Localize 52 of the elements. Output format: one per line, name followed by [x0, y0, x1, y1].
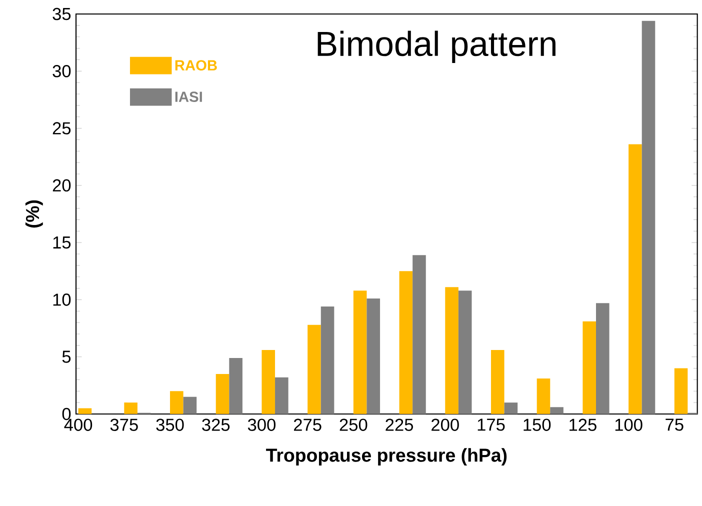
x-tick-label: 150 — [524, 418, 551, 431]
bar — [399, 271, 413, 414]
x-tick-label: 225 — [386, 418, 414, 431]
x-tick-label: 125 — [570, 418, 596, 431]
bar — [504, 402, 518, 414]
bar — [229, 358, 242, 414]
bar — [642, 20, 656, 414]
x-tick-label: 350 — [156, 418, 184, 431]
x-tick-label: 325 — [202, 418, 230, 431]
bar — [596, 303, 610, 414]
y-tick-label: 0 — [62, 408, 71, 420]
x-tick-label: 275 — [294, 418, 322, 431]
bar — [308, 324, 321, 414]
x-tick-label: 300 — [248, 418, 276, 431]
chart-title: Bimodal pattern — [318, 30, 556, 64]
bar — [320, 306, 334, 414]
bar — [78, 408, 92, 414]
bar — [275, 377, 288, 414]
bar — [353, 290, 367, 414]
bar — [170, 391, 184, 414]
x-tick-label: 250 — [340, 418, 368, 431]
x-tick-label: 200 — [432, 418, 459, 431]
x-tick-label: 400 — [64, 418, 92, 431]
bar — [124, 402, 138, 414]
x-tick-label: 175 — [478, 418, 505, 431]
y-tick-label: 25 — [52, 122, 71, 134]
bar — [628, 144, 642, 414]
bar — [490, 350, 504, 414]
bar — [366, 298, 380, 414]
bar — [536, 378, 550, 414]
y-tick-label: 35 — [52, 8, 71, 20]
y-tick-label: 10 — [53, 294, 71, 306]
y-tick-label: 5 — [62, 350, 71, 363]
x-tick-label: 100 — [615, 418, 642, 431]
x-axis-title: Tropopause pressure (hPa) — [266, 448, 507, 466]
x-tick-label: 375 — [110, 418, 138, 431]
legend-label: RAOB — [175, 60, 217, 71]
legend-label: IASI — [175, 92, 202, 102]
bar — [216, 374, 230, 414]
bar — [458, 290, 472, 414]
y-tick-label: 30 — [52, 64, 71, 78]
y-axis-title: (%) — [25, 200, 43, 228]
bar — [550, 407, 564, 414]
bar — [183, 396, 197, 414]
bar — [674, 368, 688, 414]
y-tick-label: 20 — [52, 179, 71, 192]
bar — [262, 350, 276, 414]
bar — [582, 321, 596, 414]
x-tick-label: 75 — [666, 418, 684, 431]
bar — [445, 287, 458, 414]
y-tick-label: 15 — [53, 236, 71, 249]
bar — [412, 255, 426, 414]
